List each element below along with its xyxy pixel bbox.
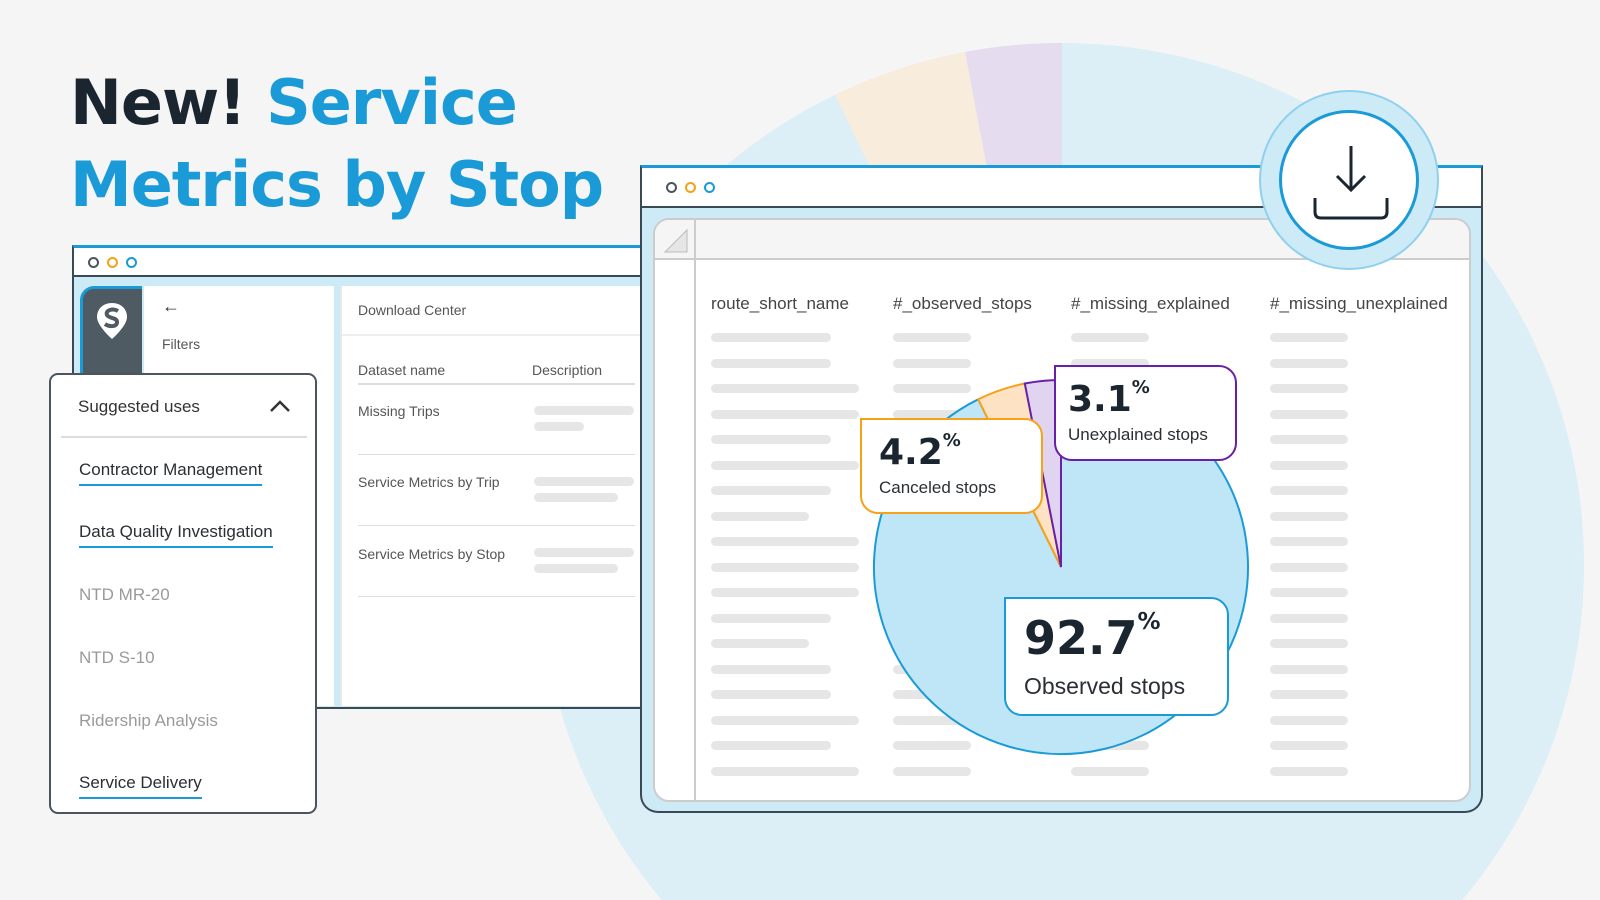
placeholder-cell [1071,333,1149,342]
placeholder-cell [1071,358,1149,368]
select-all-corner-icon[interactable] [663,228,689,254]
main-panel: Download Center Dataset name Description… [340,286,654,706]
placeholder-cell [711,588,859,597]
callout-unexplained: 3.1% Unexplained stops [1054,365,1237,461]
placeholder-cell [711,715,859,725]
window-dot-blue[interactable] [704,182,715,193]
placeholder-cell [1270,384,1348,393]
placeholder-cell [1270,664,1348,674]
placeholder-cell [893,741,971,750]
chevron-up-icon[interactable] [269,399,291,413]
placeholder-cell [893,358,971,368]
callout-observed: 92.7% Observed stops [1004,597,1229,716]
back-arrow-icon[interactable]: ← [162,296,180,316]
headline-service: Service [266,66,518,139]
dataset-row-service-metrics-trip[interactable]: Service Metrics by Trip [358,474,500,490]
placeholder-cell [711,766,859,776]
use-service-delivery[interactable]: Service Delivery [79,773,202,799]
placeholder-cell [893,766,971,776]
suggested-uses-dropdown: Suggested uses Contractor Management Dat… [49,373,317,814]
placeholder-cell [1270,435,1348,444]
placeholder-cell [893,384,971,393]
placeholder-cell [1270,741,1348,750]
column-header-missing-unexplained[interactable]: #_missing_unexplained [1270,294,1448,313]
placeholder-cell [893,333,971,342]
percent-sign: % [1137,609,1161,635]
download-icon [1313,146,1389,220]
callout-canceled: 4.2% Canceled stops [860,418,1043,514]
title-bar [74,248,652,277]
placeholder-cell [711,664,831,674]
placeholder-cell [711,562,859,572]
headline-metrics: Metrics by Stop [70,148,604,221]
placeholder-cell [711,690,831,699]
dataset-row-service-metrics-stop[interactable]: Service Metrics by Stop [358,546,506,562]
placeholder-cell [1270,486,1348,495]
placeholder-cell [1270,537,1348,546]
headline-new: New! [70,66,246,139]
placeholder-cell [893,409,971,419]
placeholder-cell [711,358,831,368]
use-ntd-mr-20[interactable]: NTD MR-20 [79,585,170,604]
filters-label: Filters [162,336,201,352]
window-dot-orange[interactable] [685,182,696,193]
window-dot-gray[interactable] [88,257,99,268]
canceled-label: Canceled stops [879,478,997,497]
placeholder-cell [711,613,831,623]
placeholder-cell [711,486,831,495]
placeholder-cell [1270,333,1348,342]
column-header-missing-explained[interactable]: #_missing_explained [1071,294,1230,313]
page-title: Download Center [358,302,467,318]
use-contractor-management[interactable]: Contractor Management [79,460,263,486]
observed-value: 92.7 [1024,611,1138,665]
dataset-row-missing-trips[interactable]: Missing Trips [358,403,440,419]
unexplained-value: 3.1 [1068,379,1132,420]
placeholder-cell [711,384,859,393]
column-header-description: Description [532,362,603,378]
placeholder-cell [711,741,831,750]
placeholder-cell [1270,358,1348,368]
headline: New! Service Metrics by Stop [70,62,604,226]
window-dot-blue[interactable] [126,257,137,268]
percent-sign: % [1131,377,1150,398]
percent-sign: % [942,430,961,451]
use-ridership-analysis[interactable]: Ridership Analysis [79,711,218,730]
placeholder-cell [1270,639,1348,648]
download-button[interactable] [1259,90,1439,270]
observed-label: Observed stops [1024,673,1186,699]
placeholder-cell [1270,409,1348,419]
placeholder-cell [711,511,809,521]
placeholder-cell [711,639,809,648]
use-data-quality-investigation[interactable]: Data Quality Investigation [79,522,273,548]
placeholder-cell [711,460,859,470]
placeholder-cell [1270,460,1348,470]
placeholder-cell [711,333,831,342]
placeholder-cell [711,435,831,444]
window-dot-gray[interactable] [666,182,677,193]
placeholder-cell [1270,715,1348,725]
column-header-dataset-name: Dataset name [358,362,446,378]
column-header-route[interactable]: route_short_name [711,294,849,313]
canceled-value: 4.2 [879,432,943,473]
window-dot-orange[interactable] [107,257,118,268]
placeholder-cell [1270,613,1348,623]
placeholder-cell [1071,766,1149,776]
placeholder-cell [711,409,859,419]
column-header-observed[interactable]: #_observed_stops [893,294,1032,313]
logo-icon [97,303,127,339]
placeholder-cell [711,537,859,546]
dropdown-title: Suggested uses [78,397,200,416]
placeholder-cell [1270,690,1348,699]
unexplained-label: Unexplained stops [1068,425,1208,444]
placeholder-cell [893,715,971,725]
placeholder-cell [1270,562,1348,572]
placeholder-cell [1270,588,1348,597]
placeholder-cell [1270,511,1348,521]
use-ntd-s-10[interactable]: NTD S-10 [79,648,155,667]
placeholder-cell [1270,766,1348,776]
